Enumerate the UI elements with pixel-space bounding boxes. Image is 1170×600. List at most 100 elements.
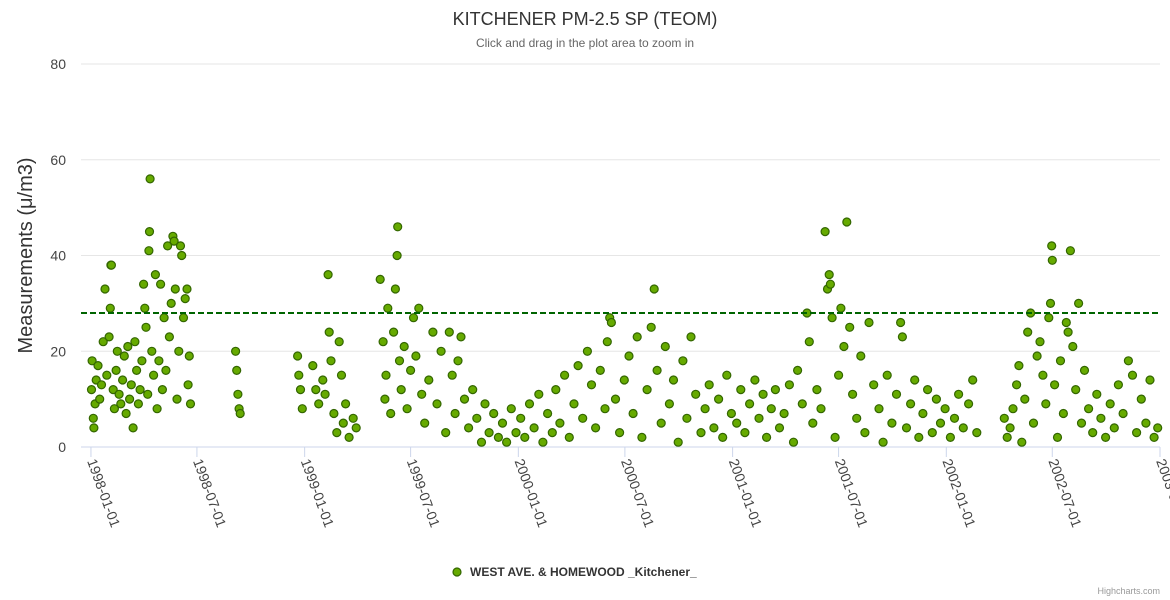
data-point[interactable] <box>830 432 840 442</box>
data-point[interactable] <box>144 227 155 237</box>
data-point[interactable] <box>497 418 508 428</box>
data-point[interactable] <box>914 432 924 442</box>
data-point[interactable] <box>180 294 190 304</box>
data-point[interactable] <box>109 404 120 414</box>
data-point[interactable] <box>1032 351 1042 361</box>
data-point[interactable] <box>722 370 732 380</box>
data-point[interactable] <box>344 432 354 442</box>
data-point[interactable] <box>999 413 1009 423</box>
data-point[interactable] <box>882 370 892 380</box>
data-point[interactable] <box>1035 337 1045 347</box>
data-point[interactable] <box>133 399 143 409</box>
data-point[interactable] <box>406 365 416 375</box>
data-point[interactable] <box>336 370 347 380</box>
data-point[interactable] <box>542 408 553 419</box>
data-point[interactable] <box>348 413 358 423</box>
data-point[interactable] <box>396 385 406 395</box>
data-point[interactable] <box>754 413 764 423</box>
data-point[interactable] <box>1002 432 1012 442</box>
data-point[interactable] <box>341 399 351 409</box>
data-point[interactable] <box>649 284 659 294</box>
data-point[interactable] <box>1045 298 1056 308</box>
data-point[interactable] <box>178 313 189 323</box>
data-point[interactable] <box>963 399 974 409</box>
data-point[interactable] <box>1017 437 1027 447</box>
data-point[interactable] <box>628 408 638 419</box>
data-point[interactable] <box>456 332 466 342</box>
data-point[interactable] <box>383 303 393 313</box>
data-point[interactable] <box>424 375 434 385</box>
data-point[interactable] <box>502 437 512 447</box>
data-point[interactable] <box>1113 380 1124 390</box>
data-point[interactable] <box>682 413 692 423</box>
data-point[interactable] <box>1131 428 1142 438</box>
data-point[interactable] <box>123 341 133 352</box>
data-point[interactable] <box>652 365 662 375</box>
data-point[interactable] <box>149 370 159 380</box>
data-point[interactable] <box>949 413 960 423</box>
data-point[interactable] <box>399 341 409 352</box>
data-point[interactable] <box>766 404 776 414</box>
data-point[interactable] <box>1092 389 1102 399</box>
data-point[interactable] <box>183 380 193 390</box>
data-point[interactable] <box>660 341 670 352</box>
data-point[interactable] <box>678 356 688 366</box>
data-point[interactable] <box>788 437 799 447</box>
data-point[interactable] <box>1038 370 1048 380</box>
data-point[interactable] <box>637 432 647 442</box>
data-point[interactable] <box>1020 394 1030 404</box>
data-point[interactable] <box>1127 370 1138 380</box>
data-point[interactable] <box>1068 341 1078 352</box>
data-point[interactable] <box>417 389 427 399</box>
data-point[interactable] <box>89 423 99 433</box>
data-point[interactable] <box>779 408 789 419</box>
data-point[interactable] <box>137 356 147 366</box>
data-point[interactable] <box>602 337 612 347</box>
data-point[interactable] <box>96 380 107 390</box>
data-point[interactable] <box>294 370 304 380</box>
data-point[interactable] <box>332 428 342 438</box>
data-point[interactable] <box>172 394 182 404</box>
data-point[interactable] <box>130 337 140 347</box>
data-point[interactable] <box>614 428 625 438</box>
data-point[interactable] <box>816 404 826 414</box>
data-point[interactable] <box>736 385 746 395</box>
data-point[interactable] <box>126 380 136 390</box>
data-point[interactable] <box>774 423 785 433</box>
data-point[interactable] <box>927 428 937 438</box>
data-point[interactable] <box>845 322 855 332</box>
data-point[interactable] <box>569 399 579 409</box>
data-point[interactable] <box>380 394 390 404</box>
data-point[interactable] <box>732 418 742 428</box>
data-point[interactable] <box>116 399 126 409</box>
data-point[interactable] <box>646 322 656 332</box>
data-point[interactable] <box>459 394 470 404</box>
data-point[interactable] <box>1052 432 1063 442</box>
data-point[interactable] <box>161 365 171 375</box>
data-point[interactable] <box>842 217 852 227</box>
data-point[interactable] <box>972 428 982 438</box>
data-point[interactable] <box>1145 375 1155 385</box>
data-point[interactable] <box>709 423 719 433</box>
data-point[interactable] <box>1044 313 1054 323</box>
data-point[interactable] <box>144 246 154 256</box>
data-point[interactable] <box>447 370 457 380</box>
data-point[interactable] <box>1065 246 1076 256</box>
data-point[interactable] <box>1071 385 1081 395</box>
data-point[interactable] <box>381 370 391 380</box>
data-point[interactable] <box>420 418 430 428</box>
data-point[interactable] <box>444 327 454 337</box>
data-point[interactable] <box>1047 241 1057 251</box>
data-point[interactable] <box>174 346 184 356</box>
data-point[interactable] <box>820 227 830 237</box>
data-point[interactable] <box>1149 432 1159 442</box>
data-point[interactable] <box>945 432 956 442</box>
data-point[interactable] <box>468 385 478 395</box>
data-point[interactable] <box>480 399 490 409</box>
data-point[interactable] <box>1123 356 1134 366</box>
data-point[interactable] <box>824 270 834 280</box>
data-point[interactable] <box>940 404 950 414</box>
data-point[interactable] <box>169 236 179 246</box>
data-point[interactable] <box>878 437 888 447</box>
data-point[interactable] <box>135 385 145 395</box>
